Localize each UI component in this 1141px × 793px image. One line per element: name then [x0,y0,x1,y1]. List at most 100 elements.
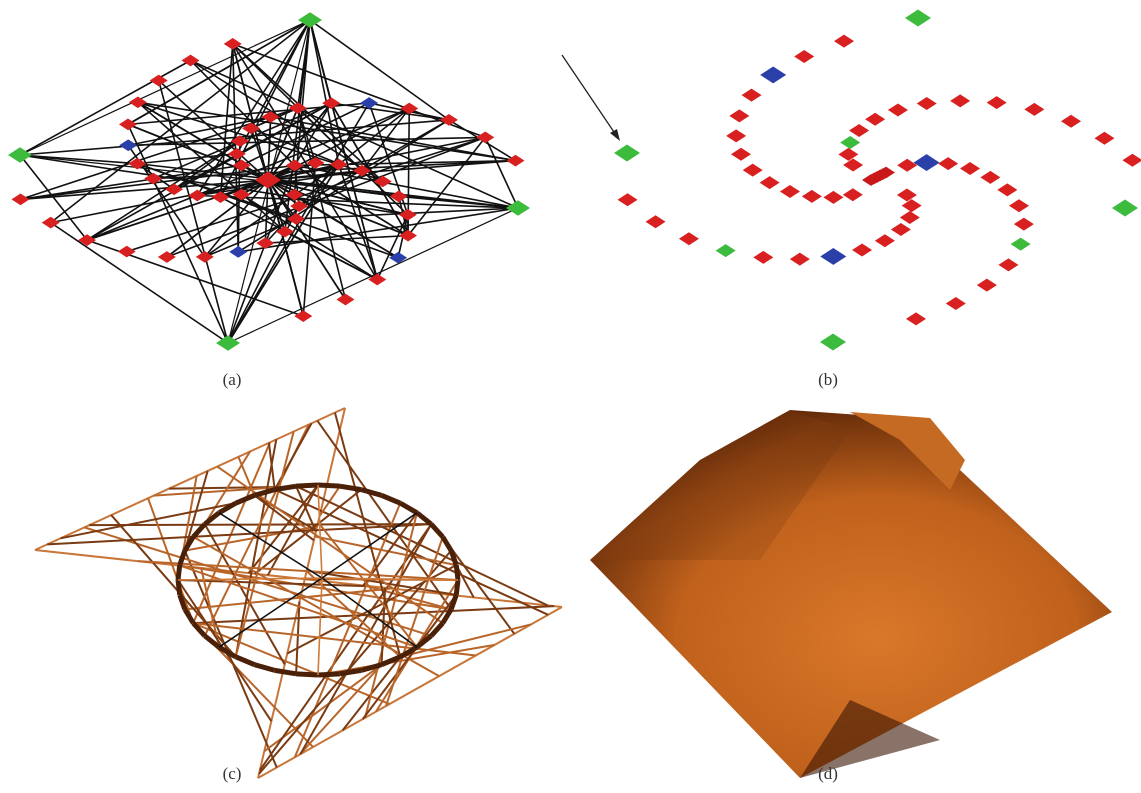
node [877,166,895,179]
edge [296,107,317,164]
edge [293,502,402,758]
node [439,114,458,126]
edge [184,525,318,552]
edge [321,577,418,648]
edge [429,621,445,638]
node [329,158,348,171]
edge [441,536,516,635]
node [1024,102,1045,116]
panel-label: (c) [223,764,242,783]
edge [137,101,516,162]
node [760,66,787,84]
panel-d [590,410,1112,778]
edge [84,526,432,637]
edge [19,154,138,165]
edge [218,512,323,579]
edge [19,19,311,156]
edge [309,19,450,121]
node [742,163,763,177]
node [389,251,408,264]
edge [321,577,459,581]
node [223,38,242,50]
node [976,278,997,292]
edge [385,536,444,707]
edge [231,43,240,252]
edge [192,536,440,677]
edge [253,662,276,673]
node [128,157,147,170]
edge [234,439,278,658]
node [731,147,752,161]
edge [220,196,378,281]
node [389,190,408,203]
edge [295,671,319,678]
node [794,50,815,64]
edge [253,487,276,498]
edge [317,521,418,648]
node [729,109,750,123]
edge [218,577,323,648]
edge [137,101,339,166]
node [874,234,895,248]
edge [309,19,340,165]
edge [257,407,346,779]
node [753,250,774,264]
edge [296,107,347,300]
edge [173,102,332,191]
node [1112,199,1138,217]
node [211,191,230,203]
edge [399,645,419,660]
edge [137,101,286,233]
node [865,112,886,126]
panel-label: (b) [818,370,838,389]
edge [267,179,409,237]
edge [177,577,323,581]
edge [234,493,256,506]
node [188,189,207,202]
edge [274,483,297,493]
node [322,97,341,109]
edge [166,136,486,258]
edge [60,502,236,540]
edge [127,123,269,181]
edge [453,579,461,596]
edge [231,43,269,181]
edge [50,179,269,224]
edge [193,622,476,657]
panel-label: (a) [223,370,242,389]
edge [380,493,402,506]
node [373,175,392,188]
edge [338,107,410,166]
edge [440,535,454,552]
node [506,154,525,167]
edge [258,523,433,771]
node [157,251,176,263]
edge [258,549,452,775]
node [336,293,355,306]
edge [321,512,418,579]
node [275,225,294,238]
node [1008,199,1029,213]
node [360,97,379,109]
arrow-head [610,129,620,141]
edge [86,107,410,241]
node [905,9,931,27]
node [41,216,60,229]
edge [317,482,341,489]
edge [127,19,311,126]
edge [127,124,229,344]
edge [47,523,432,546]
edge [204,179,269,258]
node [789,252,810,266]
edge [177,549,188,566]
edge [361,594,458,720]
node [842,188,863,202]
edge [400,623,532,658]
edge [267,179,305,317]
edge [190,59,519,209]
edge [415,633,433,650]
edge [193,605,555,625]
edge [267,136,486,181]
edge [317,484,323,579]
